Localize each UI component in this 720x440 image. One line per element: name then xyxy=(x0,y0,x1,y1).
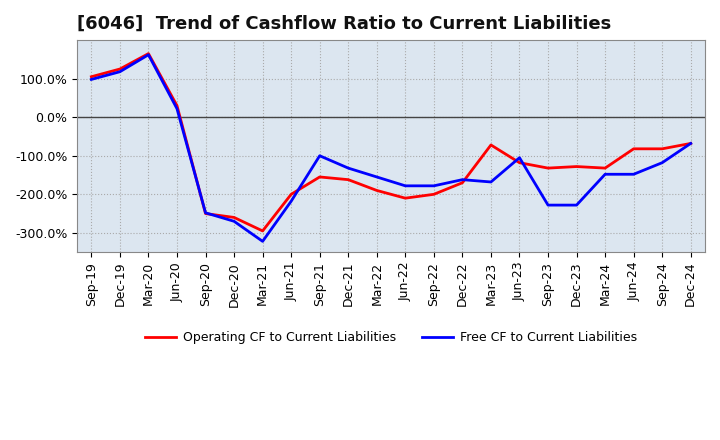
Text: [6046]  Trend of Cashflow Ratio to Current Liabilities: [6046] Trend of Cashflow Ratio to Curren… xyxy=(77,15,611,33)
Free CF to Current Liabilities xyxy=(629,172,638,177)
Operating CF to Current Liabilities xyxy=(458,180,467,185)
Free CF to Current Liabilities xyxy=(516,155,524,160)
Operating CF to Current Liabilities xyxy=(544,165,552,171)
Operating CF to Current Liabilities xyxy=(430,192,438,197)
Free CF to Current Liabilities xyxy=(572,202,581,208)
Operating CF to Current Liabilities xyxy=(173,103,181,108)
Free CF to Current Liabilities xyxy=(258,239,267,244)
Operating CF to Current Liabilities xyxy=(287,192,295,197)
Operating CF to Current Liabilities xyxy=(658,146,667,151)
Free CF to Current Liabilities xyxy=(201,210,210,216)
Free CF to Current Liabilities xyxy=(544,202,552,208)
Operating CF to Current Liabilities xyxy=(629,146,638,151)
Legend: Operating CF to Current Liabilities, Free CF to Current Liabilities: Operating CF to Current Liabilities, Fre… xyxy=(140,326,642,349)
Free CF to Current Liabilities xyxy=(658,160,667,165)
Free CF to Current Liabilities xyxy=(287,198,295,204)
Free CF to Current Liabilities xyxy=(458,177,467,182)
Operating CF to Current Liabilities xyxy=(686,141,695,146)
Free CF to Current Liabilities xyxy=(430,183,438,188)
Operating CF to Current Liabilities xyxy=(600,165,609,171)
Operating CF to Current Liabilities xyxy=(344,177,353,182)
Operating CF to Current Liabilities xyxy=(516,160,524,165)
Free CF to Current Liabilities xyxy=(87,77,96,82)
Operating CF to Current Liabilities xyxy=(201,211,210,216)
Operating CF to Current Liabilities xyxy=(401,195,410,201)
Free CF to Current Liabilities xyxy=(173,106,181,111)
Free CF to Current Liabilities xyxy=(230,219,238,224)
Operating CF to Current Liabilities xyxy=(315,174,324,180)
Free CF to Current Liabilities xyxy=(487,180,495,185)
Operating CF to Current Liabilities xyxy=(116,66,125,72)
Line: Free CF to Current Liabilities: Free CF to Current Liabilities xyxy=(91,55,690,242)
Free CF to Current Liabilities xyxy=(116,69,125,74)
Operating CF to Current Liabilities xyxy=(230,215,238,220)
Line: Operating CF to Current Liabilities: Operating CF to Current Liabilities xyxy=(91,54,690,231)
Free CF to Current Liabilities xyxy=(600,172,609,177)
Free CF to Current Liabilities xyxy=(372,174,381,180)
Operating CF to Current Liabilities xyxy=(487,142,495,147)
Operating CF to Current Liabilities xyxy=(87,74,96,79)
Free CF to Current Liabilities xyxy=(144,52,153,57)
Free CF to Current Liabilities xyxy=(315,153,324,158)
Free CF to Current Liabilities xyxy=(344,165,353,171)
Operating CF to Current Liabilities xyxy=(572,164,581,169)
Free CF to Current Liabilities xyxy=(686,141,695,146)
Operating CF to Current Liabilities xyxy=(144,51,153,56)
Free CF to Current Liabilities xyxy=(401,183,410,188)
Operating CF to Current Liabilities xyxy=(258,228,267,234)
Operating CF to Current Liabilities xyxy=(372,188,381,193)
